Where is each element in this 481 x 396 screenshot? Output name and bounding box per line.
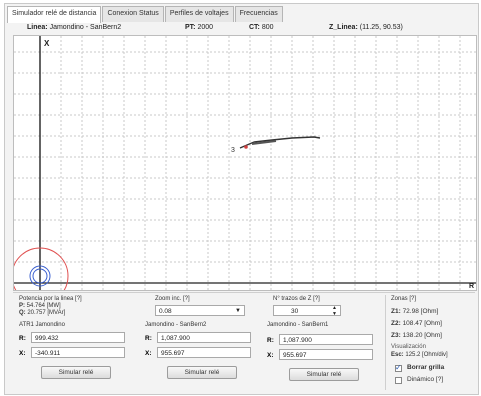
ct-label: CT: <box>249 24 260 31</box>
p-value: 54.764 [MW] <box>26 303 61 309</box>
line-info-bar: Linea: Jamondino - SanBern2 PT: 2000 CT:… <box>9 23 475 35</box>
relay1-x-field[interactable]: -340.911 <box>31 347 125 358</box>
zoom-title: Zoom inc. [?] <box>155 296 190 302</box>
r-axis-label: R <box>469 283 474 290</box>
panel-separator <box>13 292 475 293</box>
trajectory-marker: 3 <box>231 147 235 154</box>
esc-label: Esc: <box>391 352 404 358</box>
tab-perfiles-voltajes[interactable]: Perfiles de voltajes <box>164 6 234 22</box>
z3-label: Z3: <box>391 332 401 339</box>
relay2-r-label: R: <box>145 335 152 342</box>
trazos-title: N° trazos de Z [?] <box>273 296 320 302</box>
relay2-simular-button[interactable]: Simular relé <box>167 366 237 379</box>
impedance-trajectory <box>239 136 321 149</box>
relay3-x-label: X: <box>267 352 274 359</box>
plot-grid <box>14 36 476 290</box>
z1-value: 72.98 [Ohm] <box>402 308 439 315</box>
impedance-trajectory-dense <box>251 140 277 145</box>
relay3-title: Jamondino - SanBern1 <box>267 322 329 328</box>
rx-diagram-canvas: X R 3 <box>11 36 476 305</box>
pt-label: PT: <box>185 24 196 31</box>
relay2-x-field[interactable]: 955.697 <box>157 347 251 358</box>
zlinea-value: (11.25, 90.53) <box>359 24 403 31</box>
zone2-circle <box>29 265 51 287</box>
potencia-q-row: Q: 20.757 [MVAr] <box>19 310 65 316</box>
z2-label: Z2: <box>391 320 401 327</box>
p-label: P: <box>19 303 25 309</box>
esc-row: Esc: 125.2 [Ohm/div] <box>391 352 448 358</box>
relay1-simular-button[interactable]: Simular relé <box>41 366 111 379</box>
relay1-r-label: R: <box>19 335 26 342</box>
tab-simulador[interactable]: Simulador relé de distancia <box>7 6 102 23</box>
linea-value: Jamondino - SanBern2 <box>49 24 122 31</box>
relay2-title: Jamondino - SanBern2 <box>145 322 207 328</box>
zonas-divider <box>385 295 386 390</box>
rx-diagram-plot[interactable]: X R 3 <box>11 35 477 305</box>
z2-value: 108.47 [Ohm] <box>402 320 442 327</box>
dinamico-checkbox[interactable] <box>395 377 402 384</box>
potencia-title: Potencia por la linea [?] <box>19 296 82 302</box>
z3-row: Z3: 138.20 [Ohm] <box>391 332 442 339</box>
z3-value: 138.20 [Ohm] <box>402 332 442 339</box>
relay3-r-label: R: <box>267 337 274 344</box>
potencia-p-row: P: 54.764 [MW] <box>19 303 61 309</box>
app-window: Simulador relé de distancia Conexion Sta… <box>4 3 479 395</box>
x-axis-label: X <box>44 39 50 48</box>
borrar-grilla-checkbox[interactable] <box>395 363 402 372</box>
esc-value: 125.2 [Ohm/div] <box>405 352 448 358</box>
q-value: 20.757 [MVAr] <box>27 310 66 316</box>
visualizacion-label: Visualización <box>391 344 426 350</box>
q-label: Q: <box>19 310 26 316</box>
relay1-title: ATR1 Jamondino <box>19 322 65 328</box>
zoom-select[interactable]: 0.08 ▼ <box>155 305 245 316</box>
trajectory-point <box>244 145 248 149</box>
relay3-simular-button[interactable]: Simular relé <box>289 368 359 381</box>
z1-row: Z1: 72.98 [Ohm] <box>391 308 438 315</box>
tab-bar: Simulador relé de distancia Conexion Sta… <box>7 6 284 23</box>
relay1-r-field[interactable]: 999.432 <box>31 332 125 343</box>
relay1-x-label: X: <box>19 350 26 357</box>
borrar-grilla-label: Borrar grilla <box>407 364 445 371</box>
relay3-x-field[interactable]: 955.697 <box>279 349 373 360</box>
relay3-r-field[interactable]: 1,087.900 <box>279 334 373 345</box>
ct-value: 800 <box>261 24 274 31</box>
z1-label: Z1: <box>391 308 401 315</box>
chevron-down-icon: ▼ <box>235 308 241 314</box>
dinamico-label: Dinámico [?] <box>407 376 444 383</box>
relay2-x-label: X: <box>145 350 152 357</box>
z2-row: Z2: 108.47 [Ohm] <box>391 320 442 327</box>
trazos-value: 30 <box>291 308 299 315</box>
linea-label: Linea: <box>27 24 48 31</box>
zone1-circle <box>32 268 48 284</box>
zonas-title: Zonas [?] <box>391 296 417 302</box>
zlinea-label: Z_Linea: <box>329 24 358 31</box>
pt-value: 2000 <box>197 24 214 31</box>
tab-conexion-status[interactable]: Conexion Status <box>102 6 164 22</box>
trazos-stepper[interactable]: 30 ▲ ▼ <box>273 305 341 317</box>
stepper-arrows-icon[interactable]: ▲ ▼ <box>332 305 337 317</box>
tab-frecuencias[interactable]: Frecuencias <box>234 6 283 22</box>
zoom-value: 0.08 <box>159 308 172 315</box>
relay2-r-field[interactable]: 1,087.900 <box>157 332 251 343</box>
